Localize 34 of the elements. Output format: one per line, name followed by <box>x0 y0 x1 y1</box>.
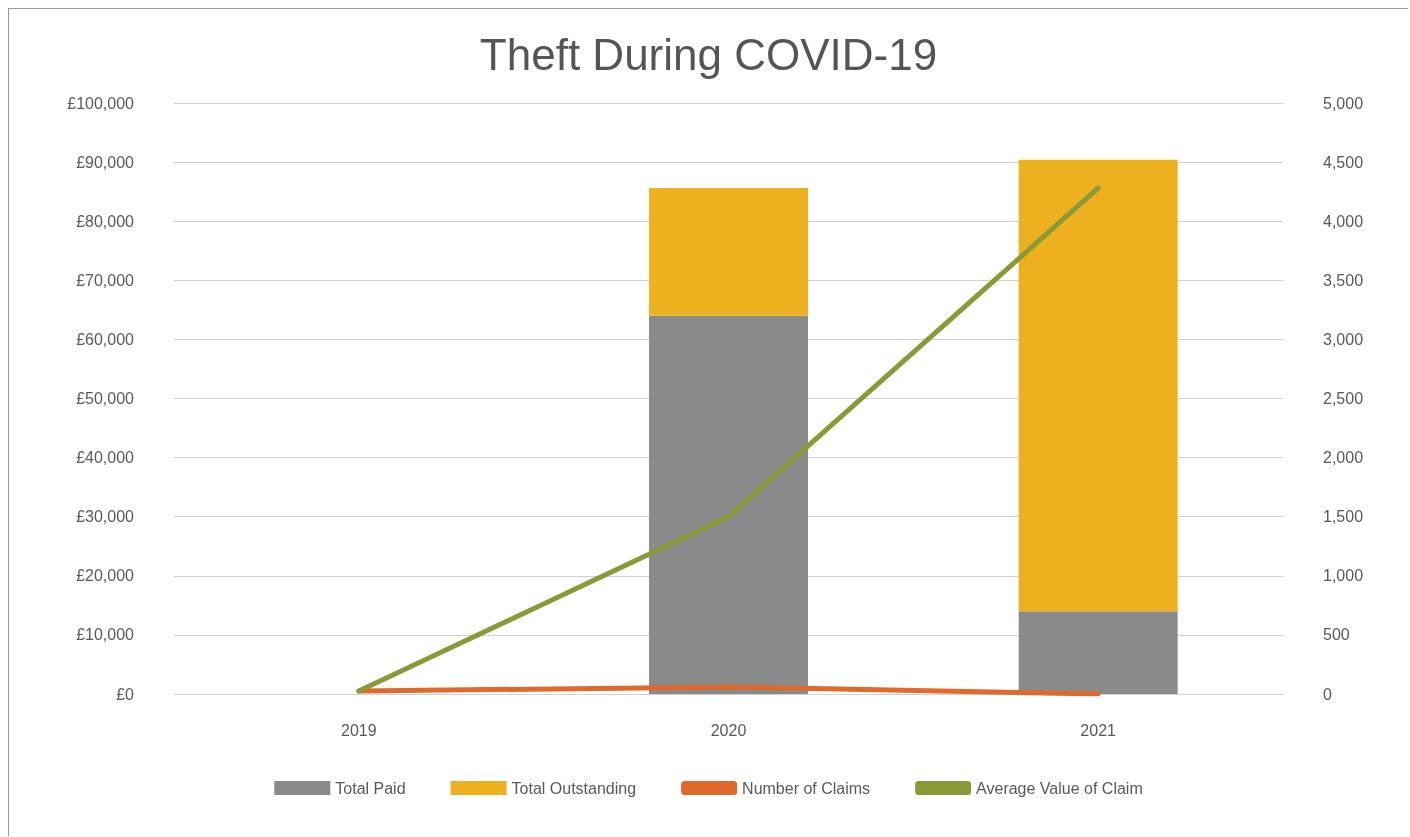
y-tick-label: £100,000 <box>67 94 135 112</box>
legend-label: Number of Claims <box>742 779 871 797</box>
y-tick-label: £90,000 <box>76 153 135 171</box>
y2-tick-label: 4,000 <box>1323 212 1364 230</box>
legend-label: Average Value of Claim <box>976 779 1143 797</box>
x-tick-label: 2021 <box>1080 721 1117 739</box>
bar <box>1018 159 1178 612</box>
legend-label: Total Outstanding <box>511 779 637 797</box>
y-tick-label: £40,000 <box>76 449 135 467</box>
y2-tick-label: 4,500 <box>1323 153 1364 171</box>
y-tick-label: £60,000 <box>76 330 135 348</box>
chart-title: Theft During COVID-19 <box>479 29 938 79</box>
y-tick-label: £80,000 <box>76 212 135 230</box>
y2-tick-label: 0 <box>1323 685 1332 703</box>
y-tick-label: £10,000 <box>76 626 135 644</box>
bar <box>649 188 808 316</box>
y-tick-label: £30,000 <box>76 508 135 526</box>
y-tick-label: £20,000 <box>76 567 135 585</box>
y2-tick-label: 2,000 <box>1323 449 1364 467</box>
y2-tick-label: 1,000 <box>1323 567 1364 585</box>
y2-tick-label: 5,000 <box>1323 94 1364 112</box>
bar <box>649 315 808 694</box>
y-tick-label: £0 <box>116 685 135 703</box>
legend-label: Total Paid <box>335 779 406 797</box>
y2-tick-label: 2,500 <box>1323 390 1364 407</box>
y-tick-label: £70,000 <box>76 271 135 289</box>
y2-tick-label: 500 <box>1323 626 1350 644</box>
x-tick-label: 2019 <box>341 721 377 739</box>
y-tick-label: £50,000 <box>76 390 135 407</box>
bar <box>1018 611 1178 694</box>
y2-tick-label: 1,500 <box>1323 508 1364 526</box>
x-tick-label: 2020 <box>710 721 747 739</box>
y2-tick-label: 3,500 <box>1323 271 1364 289</box>
y2-tick-label: 3,000 <box>1323 330 1364 348</box>
